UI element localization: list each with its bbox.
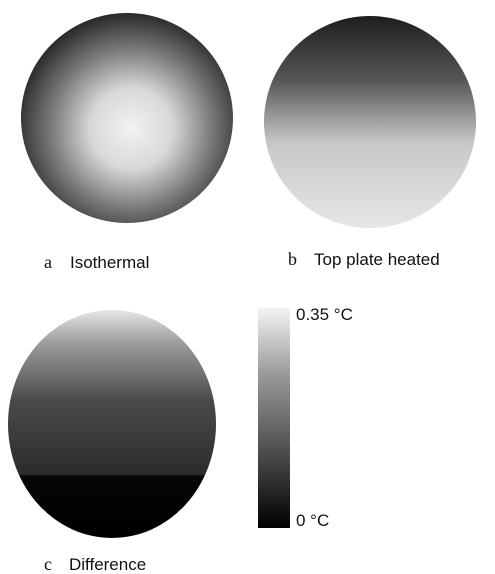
- difference-map: [8, 310, 216, 538]
- panel-letter: a: [44, 252, 52, 272]
- panel-letter: c: [44, 554, 52, 574]
- colorbar: [258, 308, 290, 528]
- panel-letter: b: [288, 249, 297, 269]
- panel-caption: Isothermal: [70, 253, 149, 272]
- colorbar-max-label: 0.35 °C: [296, 305, 353, 324]
- colorbar-min-label: 0 °C: [296, 511, 329, 530]
- panel-caption: Top plate heated: [314, 250, 440, 269]
- panel-caption: Difference: [69, 555, 146, 574]
- heated-map: [264, 16, 476, 228]
- isothermal-map: [21, 13, 233, 223]
